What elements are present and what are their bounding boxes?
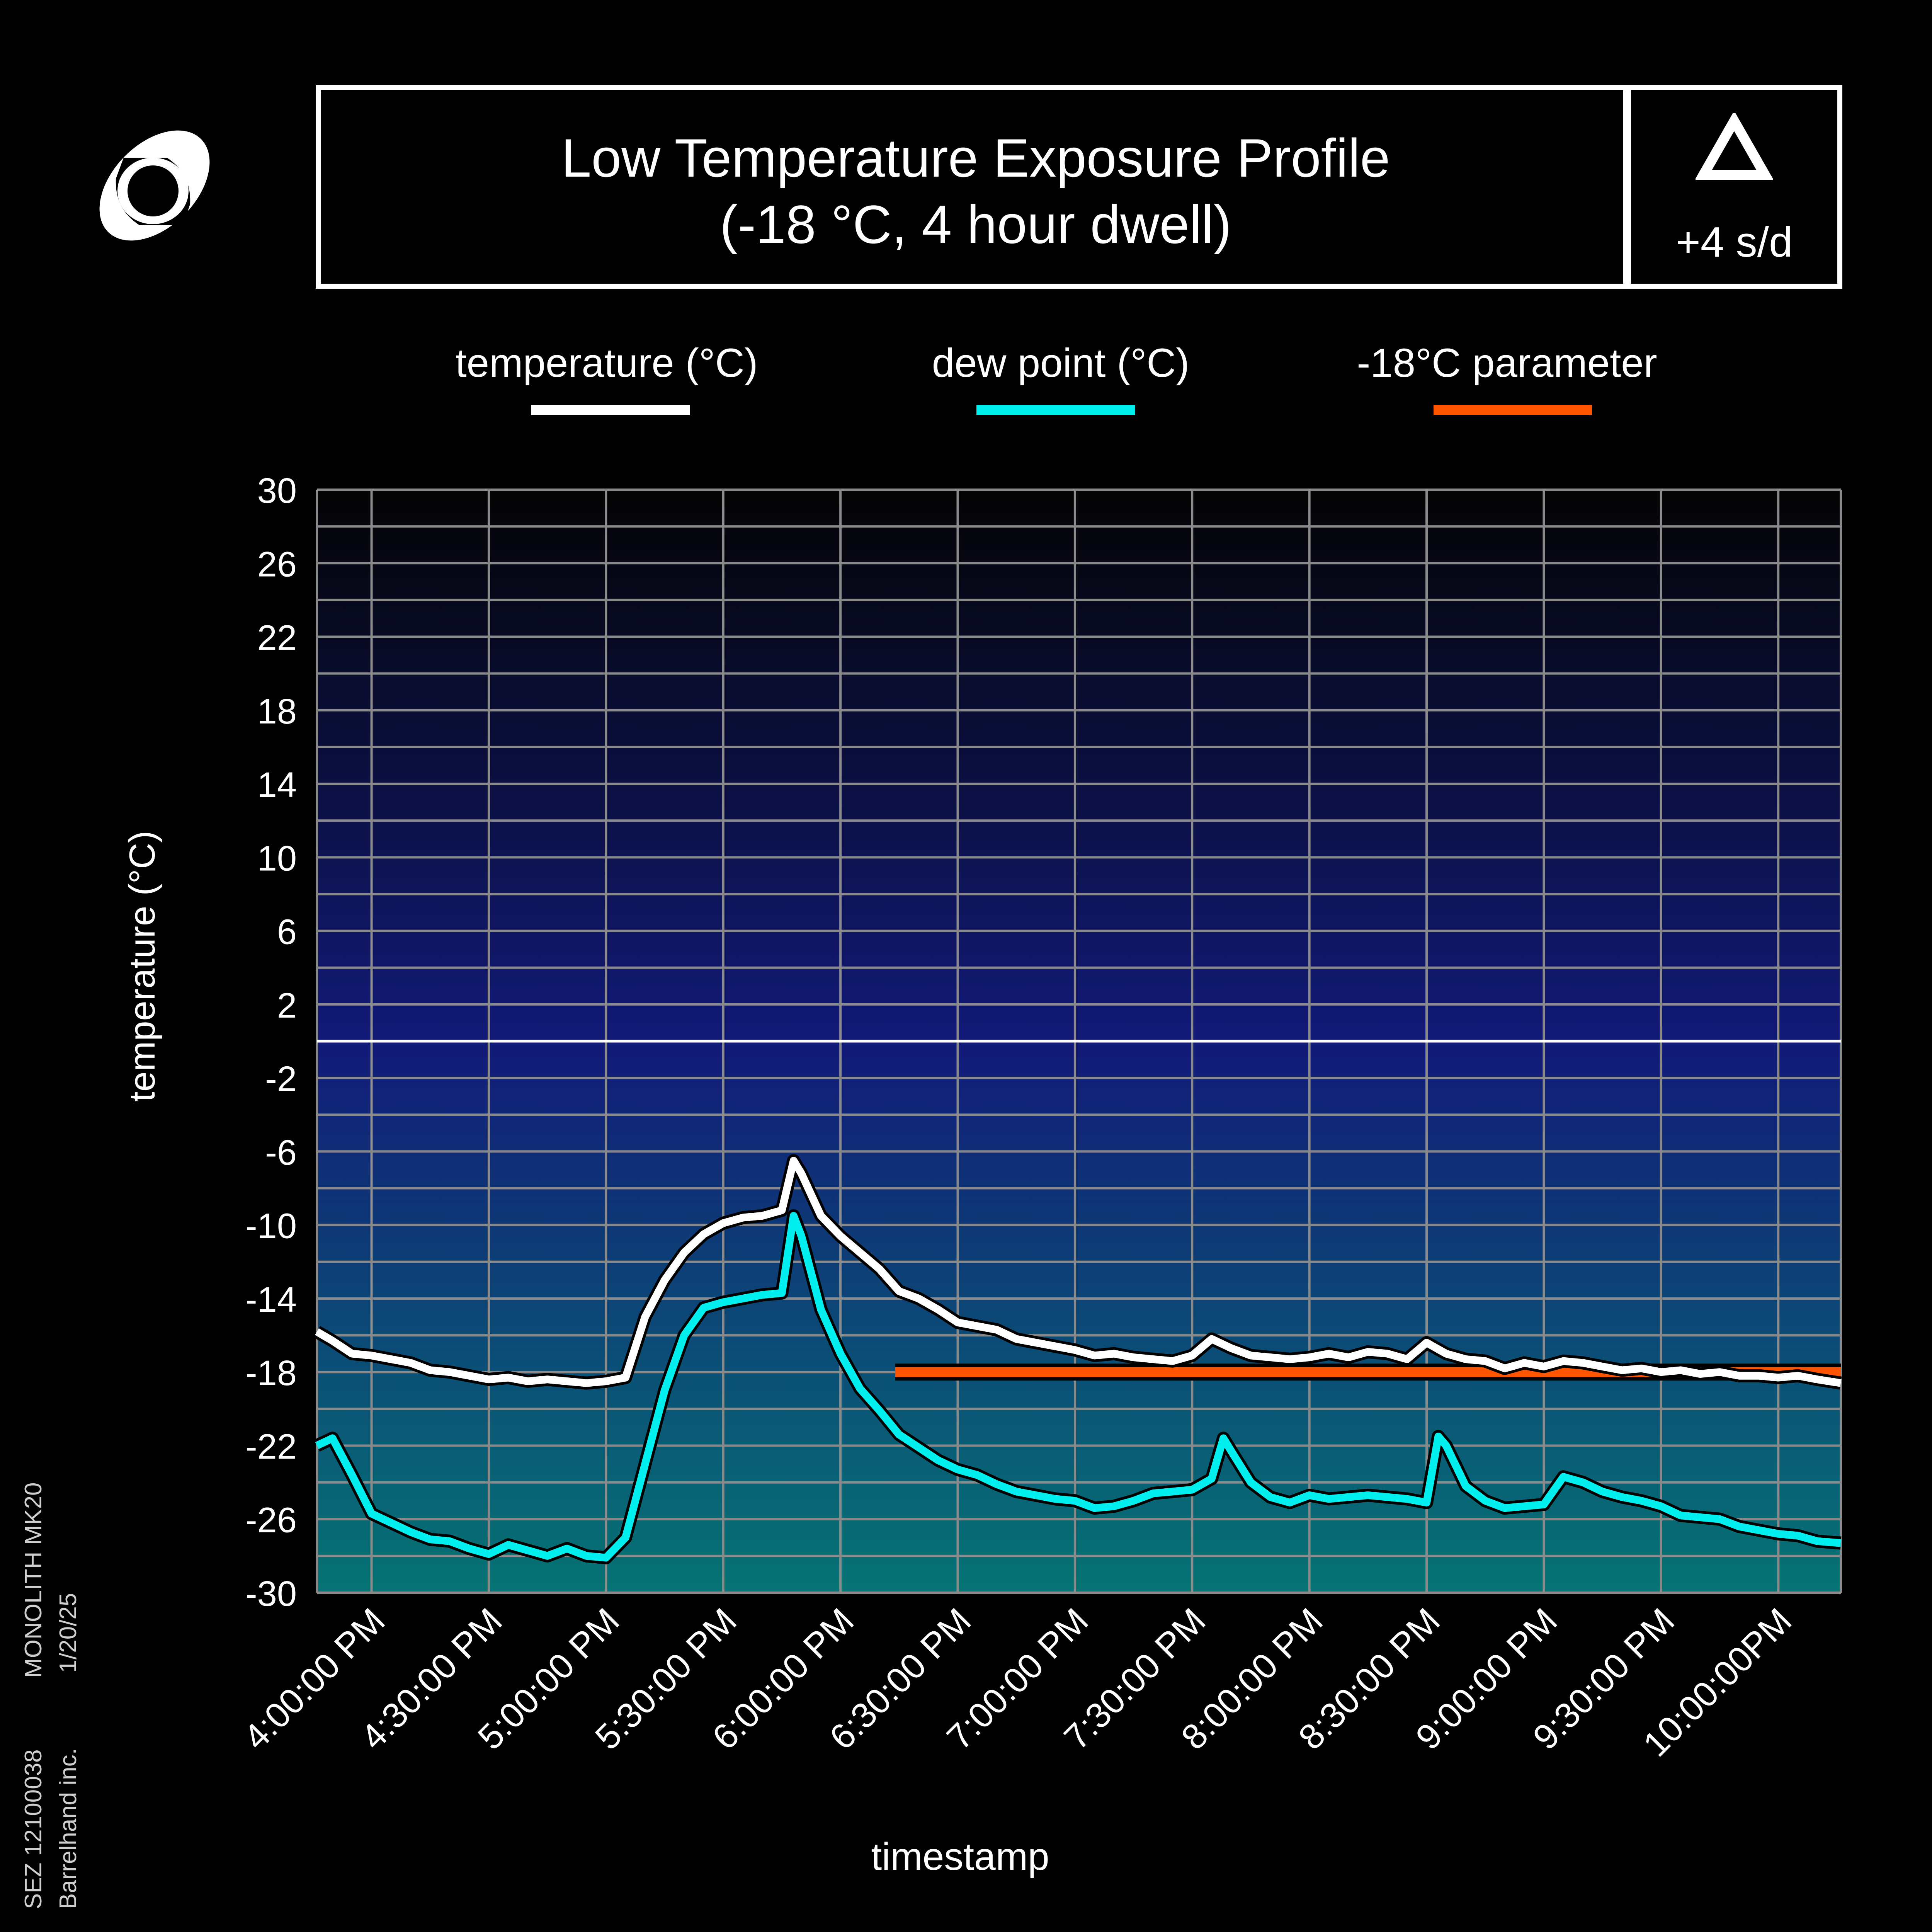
planet-ring-logo-icon: [99, 130, 210, 241]
y-tick-label: -18: [245, 1353, 297, 1393]
y-tick-label: 10: [257, 839, 297, 878]
y-tick-label: -14: [245, 1280, 297, 1319]
title-line-2: (-18 °C, 4 hour dwell): [719, 194, 1232, 255]
y-tick-label: 14: [257, 765, 297, 805]
triangle-icon: [1696, 113, 1773, 180]
company-name: Barrelhand inc.: [55, 1748, 82, 1909]
rate-badge: +4 s/d: [1626, 85, 1842, 289]
y-tick-label: -30: [245, 1574, 297, 1614]
y-axis-ticks: 30 26 22 18 14 10 6 2 -2 -6 -10 -14 -18 -22 -26 -30: [245, 471, 297, 1614]
chart-title: Low Temperature Exposure Profile (-18 °C…: [321, 125, 1631, 258]
report-date: 1/20/25: [55, 1593, 82, 1673]
legend-dew-point-swatch: [976, 405, 1135, 415]
y-tick-label: -26: [245, 1501, 297, 1540]
legend-parameter-label: -18°C parameter: [1357, 340, 1657, 386]
rate-value: +4 s/d: [1675, 218, 1793, 266]
title-panel: Low Temperature Exposure Profile (-18 °C…: [316, 85, 1628, 289]
serial-number: SEZ 12100038: [20, 1749, 47, 1909]
legend-temperature-swatch: [531, 405, 690, 415]
title-line-1: Low Temperature Exposure Profile: [561, 128, 1390, 188]
x-axis-label: timestamp: [871, 1835, 1049, 1878]
y-tick-label: 26: [257, 545, 297, 584]
y-tick-label: 18: [257, 692, 297, 731]
y-tick-label: -10: [245, 1207, 297, 1246]
y-tick-label: -22: [245, 1427, 297, 1466]
y-axis-label: temperature (°C): [122, 831, 162, 1101]
series-dew-point-line: [315, 1212, 1841, 1562]
y-tick-label: -6: [265, 1133, 297, 1172]
y-tick-label: 30: [257, 471, 297, 511]
legend-dew-point-label: dew point (°C): [932, 340, 1190, 386]
series-layer: [313, 1154, 1842, 1564]
y-tick-label: 2: [277, 986, 297, 1025]
x-axis-ticks: 4:00:00 PM4:30:00 PM5:00:00 PM5:30:00 PM…: [236, 1601, 1799, 1764]
model-name: MONOLITH MK20: [20, 1482, 47, 1678]
legend-temperature-label: temperature (°C): [455, 340, 758, 386]
y-tick-label: 22: [257, 618, 297, 658]
side-info-serial: SEZ 12100038 MONOLITH MK20: [19, 1482, 48, 1909]
side-info-company: Barrelhand inc. 1/20/25: [54, 1593, 83, 1909]
y-tick-label: -2: [265, 1059, 297, 1099]
y-tick-label: 6: [277, 912, 297, 952]
legend-parameter-swatch: [1434, 405, 1592, 415]
series-temperature-line: [315, 1157, 1842, 1387]
